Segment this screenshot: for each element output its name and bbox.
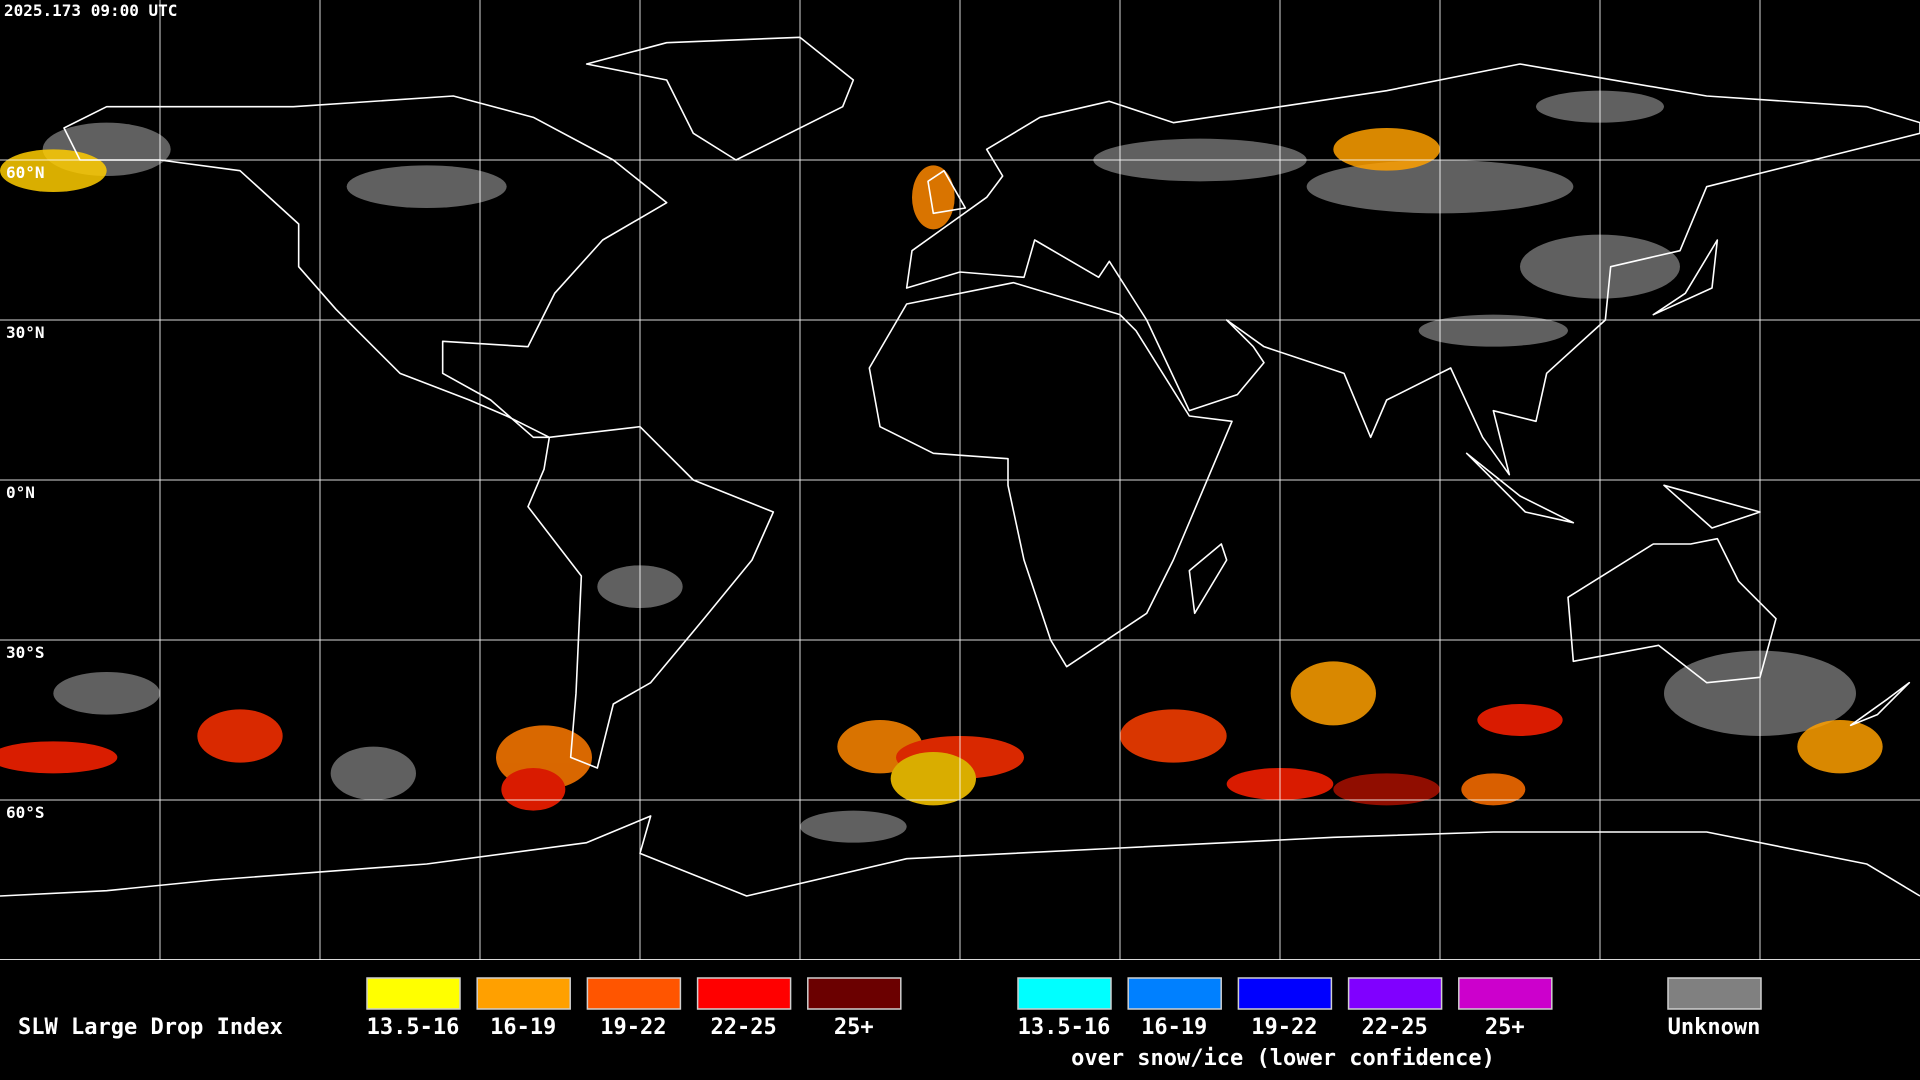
legend-label: 19-22 — [1251, 1015, 1317, 1040]
snow-ice-caption: over snow/ice (lower confidence) — [1071, 1046, 1495, 1071]
latitude-label: 60°S — [6, 803, 45, 822]
snow-ice-swatch — [1458, 977, 1553, 1010]
legend-label: 22-25 — [710, 1015, 776, 1040]
snow-ice-swatch — [1237, 977, 1333, 1010]
snow-ice-swatch — [1347, 977, 1443, 1010]
legend-label: 22-25 — [1361, 1015, 1427, 1040]
legend-label: 25+ — [1485, 1015, 1525, 1040]
latitude-label: 60°N — [6, 163, 45, 182]
legend-swatch — [366, 977, 461, 1010]
snow-ice-swatch — [1127, 977, 1222, 1010]
legend-panel — [0, 960, 1920, 1080]
legend-label: 13.5-16 — [1018, 1015, 1111, 1040]
snow-ice-swatch — [1017, 977, 1112, 1010]
legend-swatch — [586, 977, 682, 1010]
latitude-label: 30°N — [6, 323, 45, 342]
legend-swatch — [696, 977, 792, 1010]
legend-label: Unknown — [1668, 1015, 1761, 1040]
legend-label: 13.5-16 — [367, 1015, 460, 1040]
legend-label: 16-19 — [1141, 1015, 1207, 1040]
coastlines — [0, 37, 1920, 896]
latitude-label: 0°N — [6, 483, 35, 502]
legend-title: SLW Large Drop Index — [18, 1015, 283, 1040]
legend-label: 25+ — [834, 1015, 874, 1040]
legend-label: 19-22 — [600, 1015, 666, 1040]
unknown-swatch — [1667, 977, 1762, 1010]
timestamp: 2025.173 09:00 UTC — [4, 1, 177, 20]
legend-swatch — [807, 977, 902, 1010]
graticule — [0, 0, 1920, 960]
legend-label: 16-19 — [490, 1015, 556, 1040]
latitude-label: 30°S — [6, 643, 45, 662]
legend-swatch — [476, 977, 571, 1010]
